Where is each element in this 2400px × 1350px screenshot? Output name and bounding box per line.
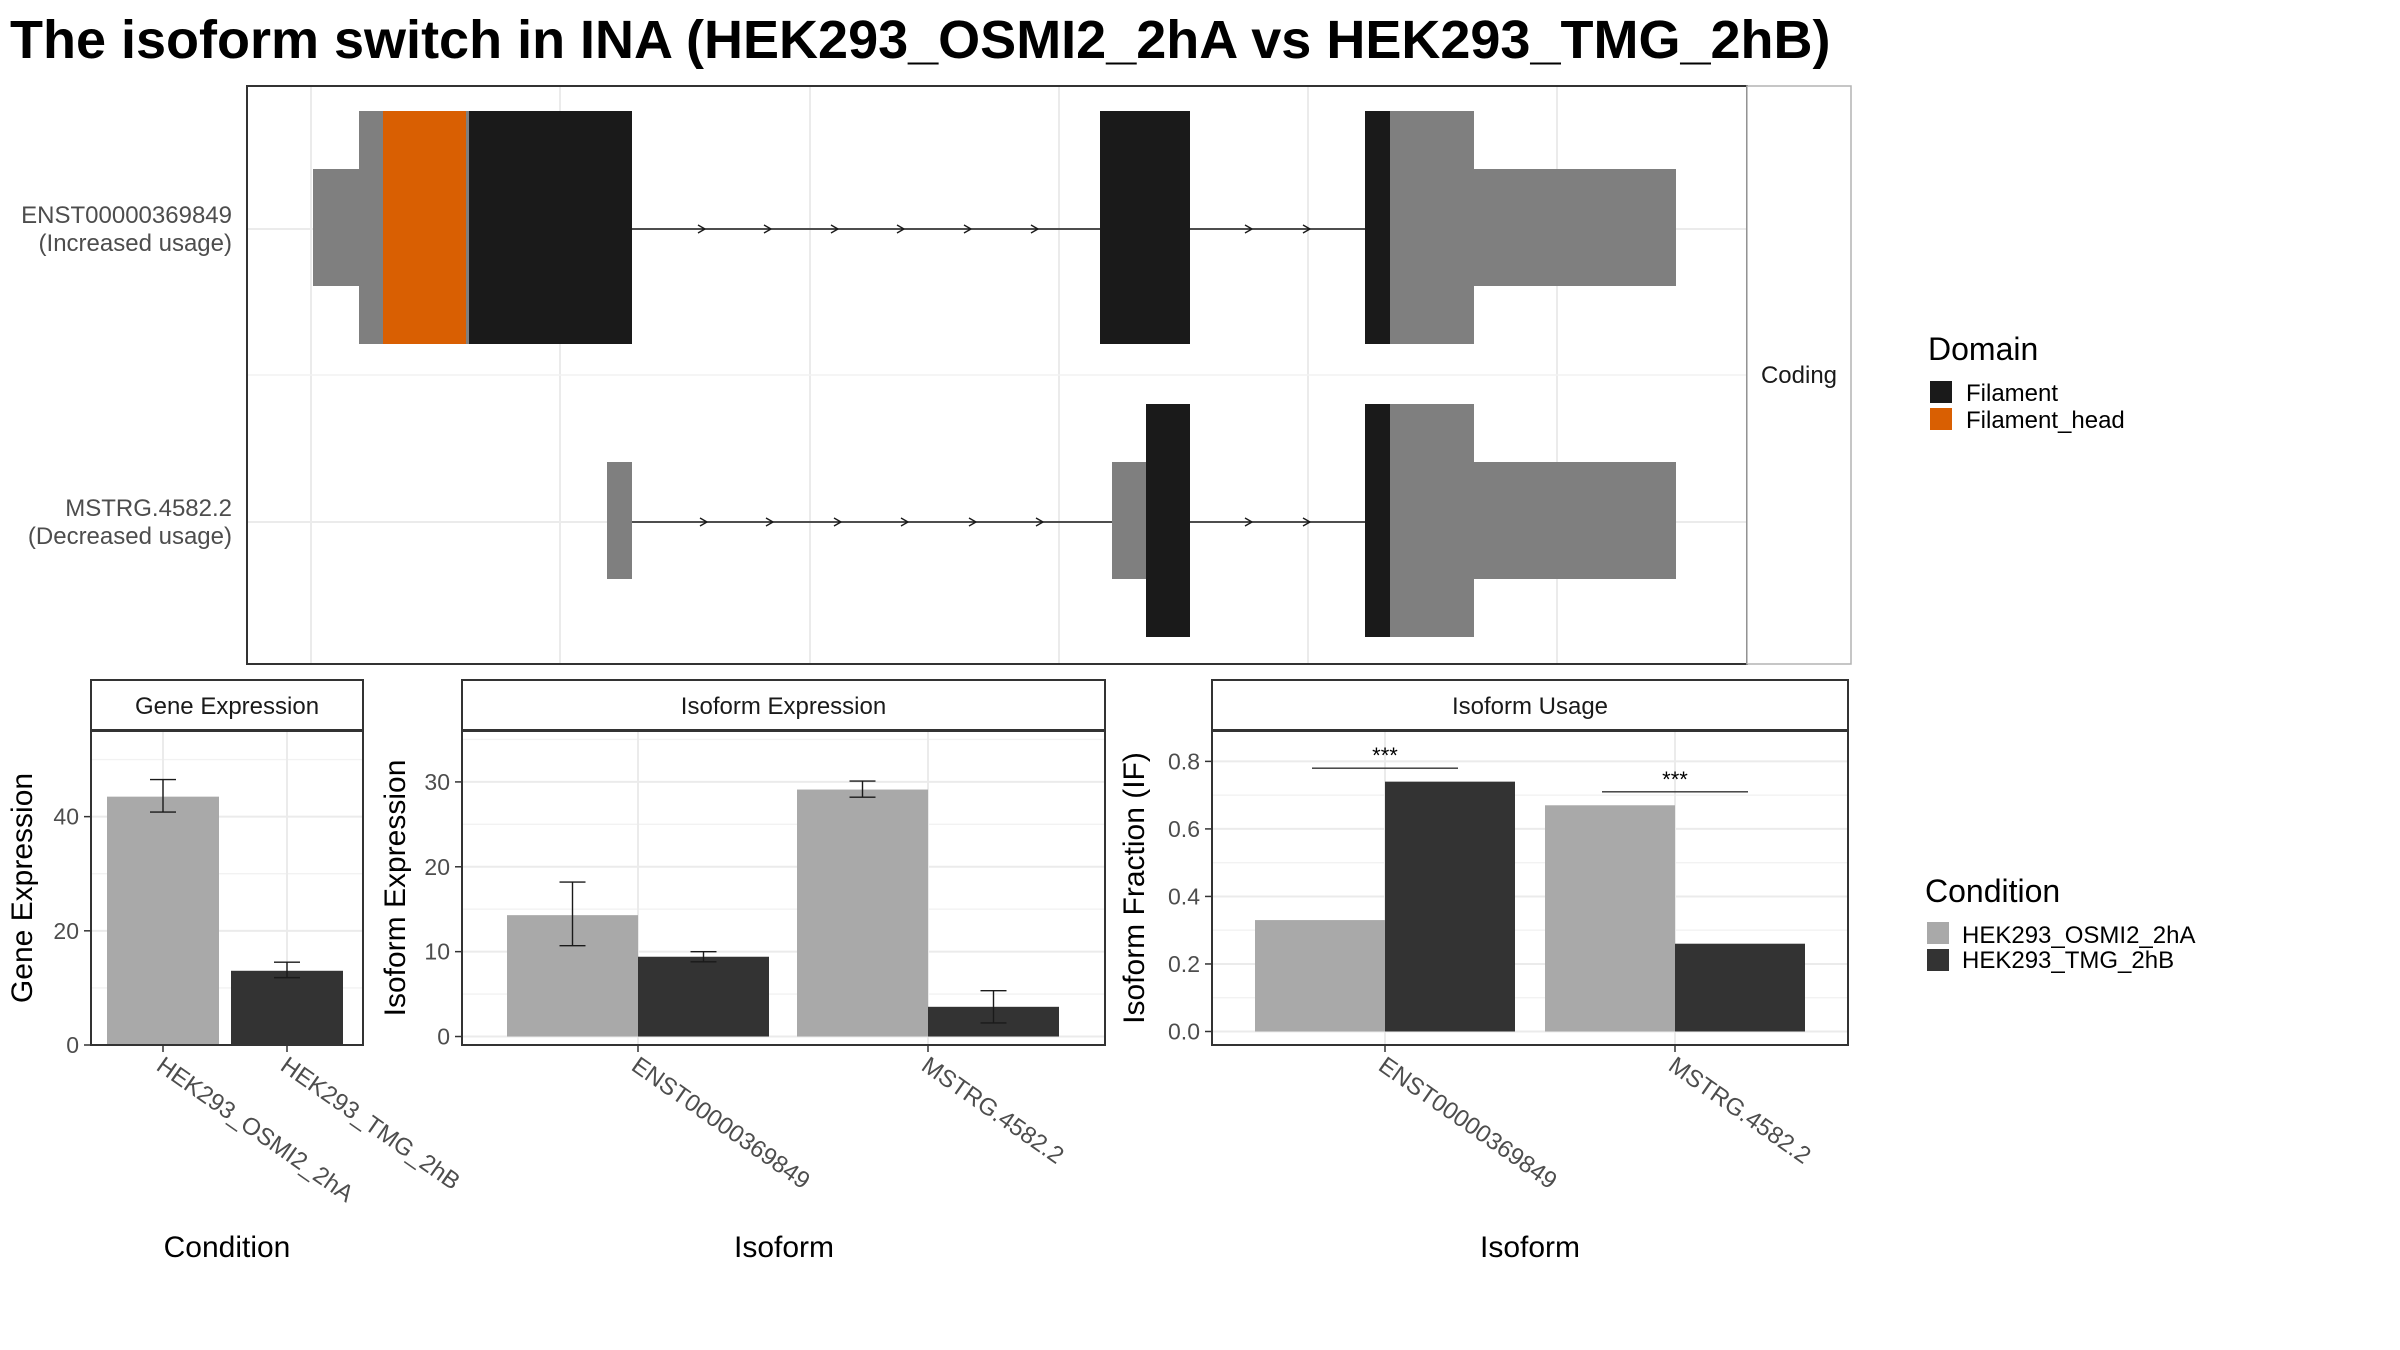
transcript-strip: [1746, 85, 1852, 665]
intron-direction-arrow: [1035, 517, 1045, 527]
filament-domain: [1365, 111, 1390, 344]
exon-utr: [1390, 404, 1474, 637]
condition-legend-title: Condition: [1925, 873, 2060, 909]
intron-direction-arrow: [1030, 224, 1040, 234]
domain-legend-label-filament: Filament: [1966, 380, 2058, 407]
isoform-expression-strip: [461, 679, 1106, 731]
isoform-expression-x-axis-title: Isoform: [734, 1231, 834, 1264]
condition-legend-swatch-b: [1927, 949, 1949, 971]
bar: [1385, 781, 1515, 1032]
isoform-label-2-usage: (Decreased usage): [28, 523, 232, 550]
y-tick-label: 20: [53, 918, 79, 944]
bar: [638, 956, 769, 1037]
bar: [1255, 920, 1385, 1032]
intron-direction-arrow: [963, 224, 973, 234]
filament-domain: [1365, 404, 1390, 637]
figure-title: The isoform switch in INA (HEK293_OSMI2_…: [10, 10, 1830, 70]
intron-direction-arrow: [900, 517, 910, 527]
intron-direction-arrow: [763, 224, 773, 234]
y-tick-label: 0.0: [1168, 1018, 1200, 1044]
filament-head-domain: [383, 111, 466, 344]
isoform-usage-y-axis-title: Isoform Fraction (IF): [1118, 752, 1151, 1024]
x-tick-label: ENST00000369849: [1374, 1052, 1562, 1195]
isoform-label-2-id: MSTRG.4582.2: [65, 495, 232, 522]
isoform-label-1-id: ENST00000369849: [21, 202, 232, 229]
intron-direction-arrow: [765, 517, 775, 527]
isoform-usage-strip: [1211, 679, 1849, 731]
x-tick-label: MSTRG.4582.2: [917, 1052, 1069, 1170]
y-tick-label: 0.2: [1168, 951, 1200, 977]
gene-expression-x-axis-title: Condition: [164, 1231, 291, 1264]
utr-segment: [1474, 462, 1676, 579]
intron-direction-arrow: [697, 224, 707, 234]
y-tick-label: 20: [424, 854, 450, 880]
domain-legend-title: Domain: [1928, 331, 2038, 367]
utr-segment: [607, 462, 632, 579]
significance-label: ***: [1662, 767, 1688, 792]
filament-domain: [1100, 111, 1190, 344]
y-tick-label: 10: [424, 939, 450, 965]
gene-expression-strip: [90, 679, 364, 731]
exon-utr: [466, 111, 469, 344]
x-tick-label: HEK293_OSMI2_2hA: [152, 1052, 359, 1208]
bar: [231, 970, 343, 1045]
y-tick-label: 30: [424, 769, 450, 795]
intron-direction-arrow: [968, 517, 978, 527]
y-tick-label: 0: [437, 1024, 450, 1050]
significance-label: ***: [1372, 743, 1398, 768]
filament-domain: [1146, 404, 1190, 637]
condition-legend-label-a: HEK293_OSMI2_2hA: [1962, 922, 2195, 949]
transcript-structure-panel: Coding ENST00000369849 (Increased usage)…: [21, 85, 1852, 665]
isoform-label-1-usage: (Increased usage): [39, 230, 232, 257]
bar: [1545, 805, 1675, 1032]
bar: [797, 789, 928, 1037]
y-tick-label: 40: [53, 804, 79, 830]
domain-legend-swatch-filament: [1930, 381, 1952, 403]
intron-direction-arrow: [833, 517, 843, 527]
exon-utr: [359, 111, 383, 344]
intron-direction-arrow: [699, 517, 709, 527]
isoform-usage-panel: *** *** Isoform Usage 0.0 0.2 0.4 0.6 0.8 ENST00…: [1118, 679, 1849, 1264]
gene-expression-y-axis-title: Gene Expression: [6, 773, 39, 1003]
domain-legend-swatch-filament-head: [1930, 408, 1952, 430]
intron-direction-arrow: [1244, 224, 1254, 234]
domain-legend: Domain Filament Filament_head: [1928, 331, 2125, 434]
isoform-expression-y-axis-title: Isoform Expression: [379, 760, 412, 1017]
bar: [107, 796, 219, 1045]
isoform-expression-panel: Isoform Expression 0 10 20 30 ENST00000369849…: [379, 679, 1106, 1264]
utr-segment: [1112, 462, 1146, 579]
intron-direction-arrow: [1244, 517, 1254, 527]
x-tick-label: ENST00000369849: [627, 1052, 815, 1195]
intron-direction-arrow: [896, 224, 906, 234]
bar: [1675, 943, 1805, 1032]
intron-direction-arrow: [1302, 517, 1312, 527]
y-tick-label: 0: [66, 1032, 79, 1058]
intron-direction-arrow: [1302, 224, 1312, 234]
strip-label-coding: Coding: [1761, 362, 1837, 389]
condition-legend-label-b: HEK293_TMG_2hB: [1962, 947, 2174, 974]
y-tick-label: 0.6: [1168, 816, 1200, 842]
filament-domain: [469, 111, 632, 344]
y-tick-label: 0.4: [1168, 883, 1200, 909]
intron-direction-arrow: [830, 224, 840, 234]
condition-legend: Condition HEK293_OSMI2_2hA HEK293_TMG_2h…: [1925, 873, 2195, 974]
y-tick-label: 0.8: [1168, 748, 1200, 774]
transcript-models: [313, 111, 1676, 637]
exon-utr: [1390, 111, 1474, 344]
isoform-usage-strip-title: Isoform Usage: [1452, 693, 1608, 720]
x-tick-label: MSTRG.4582.2: [1664, 1052, 1816, 1170]
utr-segment: [313, 169, 359, 286]
domain-legend-label-filament-head: Filament_head: [1966, 407, 2125, 434]
isoform-expression-strip-title: Isoform Expression: [681, 693, 886, 720]
utr-segment: [1474, 169, 1676, 286]
condition-legend-swatch-a: [1927, 922, 1949, 944]
isoform-usage-x-axis-title: Isoform: [1480, 1231, 1580, 1264]
gene-expression-strip-title: Gene Expression: [135, 693, 319, 720]
